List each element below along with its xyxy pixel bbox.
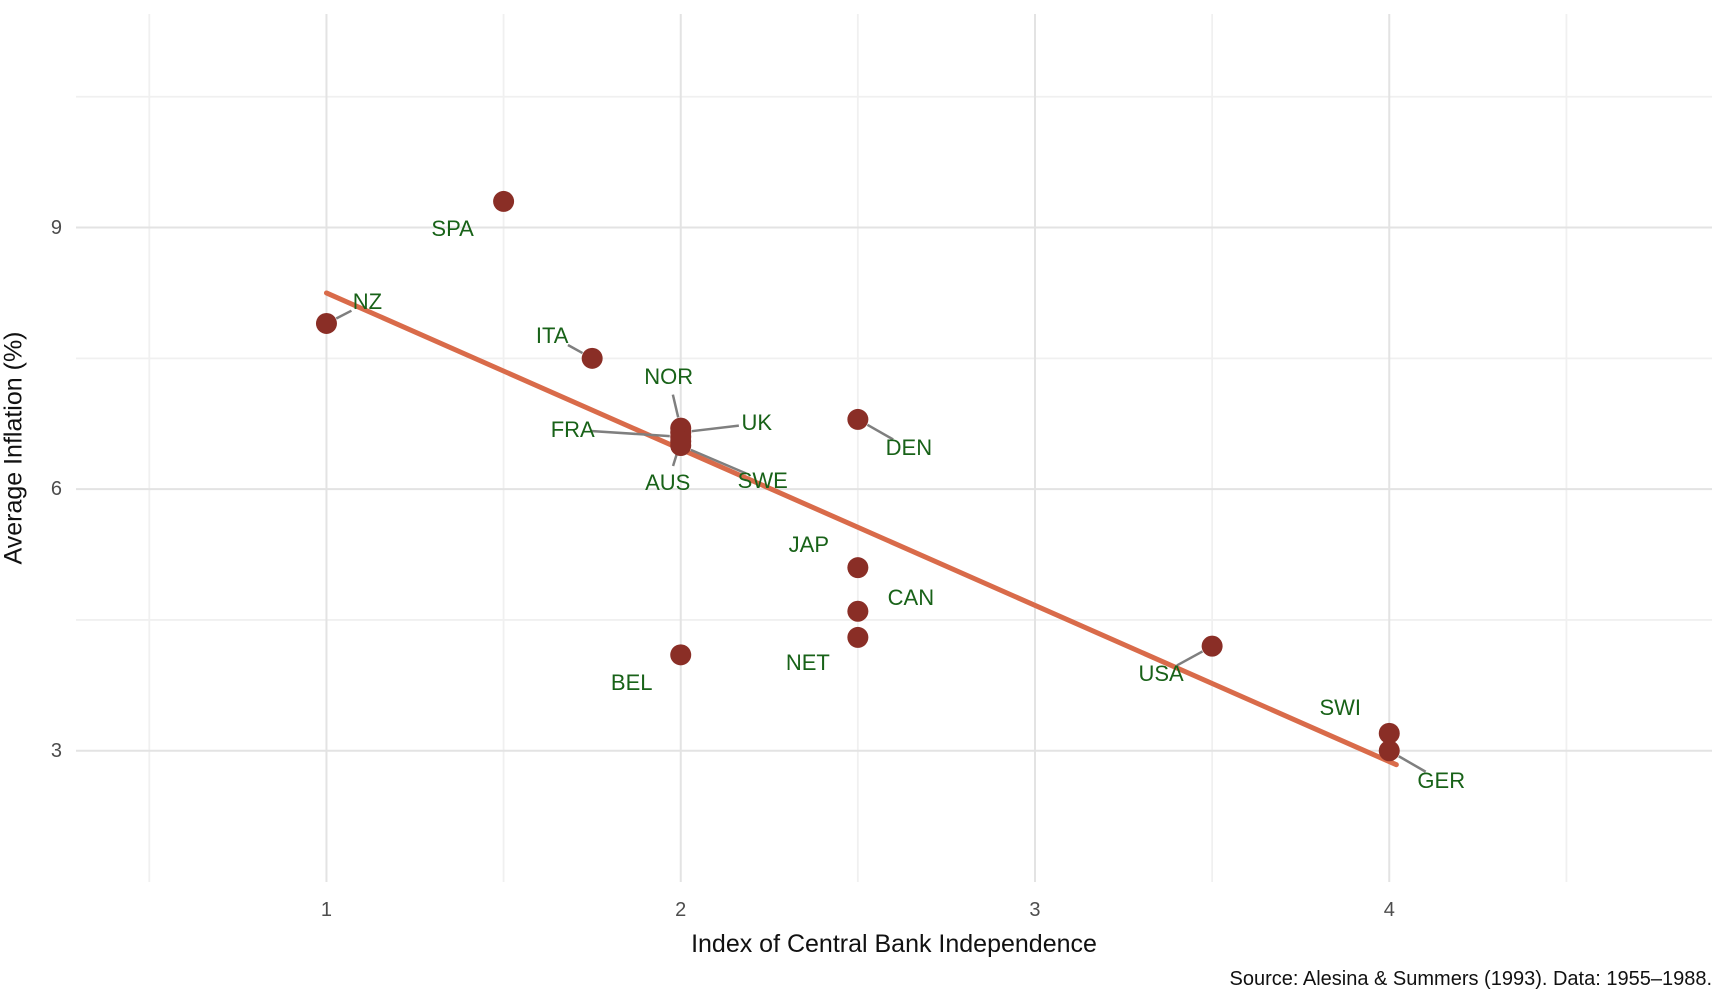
data-point-NET bbox=[847, 626, 869, 648]
data-point-NZ bbox=[315, 312, 337, 334]
data-point-SWE bbox=[670, 435, 692, 457]
data-point-JAP bbox=[847, 557, 869, 579]
y-tick-label-6: 6 bbox=[50, 478, 62, 501]
label-leader-SWE bbox=[690, 448, 747, 475]
data-point-CAN bbox=[847, 600, 869, 622]
data-point-USA bbox=[1201, 635, 1223, 657]
label-leader-UK bbox=[691, 424, 740, 433]
x-tick-label-4: 4 bbox=[1383, 899, 1395, 921]
data-point-ITA bbox=[581, 347, 603, 369]
y-tick-label-9: 9 bbox=[50, 216, 62, 239]
label-leader-DEN bbox=[866, 423, 894, 441]
label-leader-FRA bbox=[590, 429, 670, 438]
x-tick-label-1: 1 bbox=[320, 899, 333, 921]
x-tick-label-3: 3 bbox=[1029, 899, 1041, 921]
data-point-GER bbox=[1378, 740, 1400, 762]
plot-panel: NZ SPA ITA NOR UK FRA AUS SWE DEN JAP CAN NET BEL USA… bbox=[76, 14, 1712, 882]
source-note: Source: Alesina & Summers (1993). Data: … bbox=[1229, 968, 1713, 990]
label-leader-USA bbox=[1176, 650, 1204, 667]
trend-line bbox=[323, 290, 1399, 768]
data-point-DEN bbox=[847, 408, 869, 430]
label-leader-NOR bbox=[671, 394, 680, 418]
data-point-SWI bbox=[1378, 722, 1400, 744]
x-axis-title: Index of Central Bank Independence bbox=[691, 930, 1097, 958]
data-point-SPA bbox=[493, 190, 515, 212]
y-axis-title: Average Inflation (%) bbox=[0, 331, 28, 565]
plot-canvas bbox=[76, 14, 1712, 882]
x-tick-label-2: 2 bbox=[675, 899, 687, 921]
label-leader-GER bbox=[1398, 755, 1427, 773]
y-tick-label-3: 3 bbox=[50, 739, 62, 762]
label-leader-NZ bbox=[335, 309, 353, 320]
label-leader-ITA bbox=[567, 343, 584, 355]
data-point-BEL bbox=[670, 644, 692, 666]
